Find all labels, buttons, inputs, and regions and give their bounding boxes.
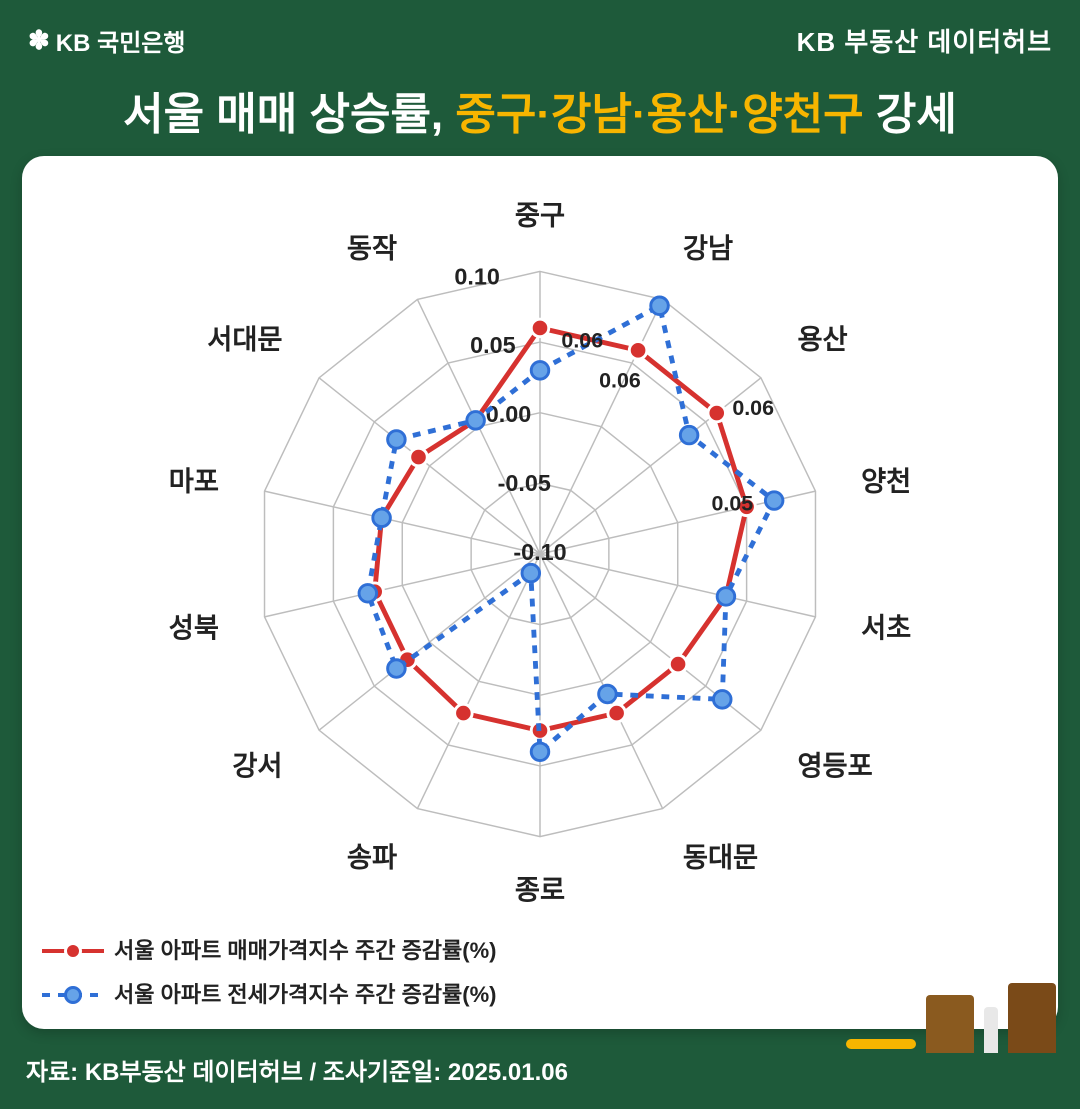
title-highlight: 중구·강남·용산·양천구	[455, 90, 863, 139]
svg-text:동대문: 동대문	[683, 841, 758, 872]
radar-chart: -0.10 -0.05 0.00 0.05 0.10 중구강남용산양천서초영등포동대문종로…	[40, 174, 1040, 934]
svg-text:종로: 종로	[515, 874, 565, 905]
svg-text:0.00: 0.00	[486, 401, 532, 427]
legend-swatch	[42, 939, 104, 963]
svg-text:0.05: 0.05	[470, 332, 515, 358]
svg-text:서대문: 서대문	[207, 324, 282, 355]
legend-swatch	[42, 983, 104, 1007]
svg-text:강남: 강남	[683, 232, 733, 263]
radar-svg: -0.10 -0.05 0.00 0.05 0.10 중구강남용산양천서초영등포동대문종로…	[40, 174, 1040, 934]
legend-item: 서울 아파트 전세가격지수 주간 증감률(%)	[42, 973, 497, 1017]
svg-text:동작: 동작	[347, 232, 397, 263]
deco-bar-1	[926, 995, 974, 1053]
svg-text:영등포: 영등포	[797, 750, 872, 781]
svg-text:0.06: 0.06	[732, 396, 774, 420]
footer-source: 자료: KB부동산 데이터허브 / 조사기준일: 2025.01.06	[26, 1052, 568, 1087]
legend-label: 서울 아파트 전세가격지수 주간 증감률(%)	[114, 973, 497, 1017]
chart-legend: 서울 아파트 매매가격지수 주간 증감률(%)서울 아파트 전세가격지수 주간 …	[42, 929, 497, 1017]
svg-text:성북: 성북	[169, 612, 219, 643]
legend-item: 서울 아파트 매매가격지수 주간 증감률(%)	[42, 929, 497, 973]
svg-text:서초: 서초	[861, 612, 911, 643]
svg-text:강서: 강서	[232, 750, 282, 781]
svg-text:용산: 용산	[797, 324, 847, 355]
svg-text:송파: 송파	[347, 841, 397, 872]
title-suffix: 강세	[864, 90, 957, 139]
chart-card: -0.10 -0.05 0.00 0.05 0.10 중구강남용산양천서초영등포동대문종로…	[22, 156, 1058, 1029]
deco-line	[846, 1039, 916, 1049]
svg-text:0.06: 0.06	[599, 368, 641, 392]
deco-bar-2	[984, 1007, 998, 1053]
svg-text:-0.05: -0.05	[498, 470, 551, 496]
svg-text:0.05: 0.05	[712, 492, 754, 516]
page-title: 서울 매매 상승률, 중구·강남·용산·양천구 강세	[0, 78, 1080, 142]
header: ✽ KB 국민은행 KB 부동산 데이터허브	[28, 22, 1052, 59]
svg-text:0.10: 0.10	[454, 263, 500, 289]
legend-label: 서울 아파트 매매가격지수 주간 증감률(%)	[114, 929, 497, 973]
star-icon: ✽	[28, 25, 50, 56]
svg-text:0.06: 0.06	[561, 328, 603, 352]
brand-logo-right: KB 부동산 데이터허브	[797, 22, 1052, 59]
brand-logo-left-text: KB 국민은행	[56, 23, 186, 58]
title-prefix: 서울 매매 상승률,	[123, 90, 455, 139]
svg-text:중구: 중구	[515, 200, 565, 231]
svg-text:마포: 마포	[169, 465, 219, 496]
deco-bar-3	[1008, 983, 1056, 1053]
brand-logo-left: ✽ KB 국민은행	[28, 23, 185, 58]
decorative-bars	[846, 983, 1056, 1053]
svg-text:-0.10: -0.10	[513, 539, 566, 565]
svg-text:양천: 양천	[861, 465, 911, 496]
